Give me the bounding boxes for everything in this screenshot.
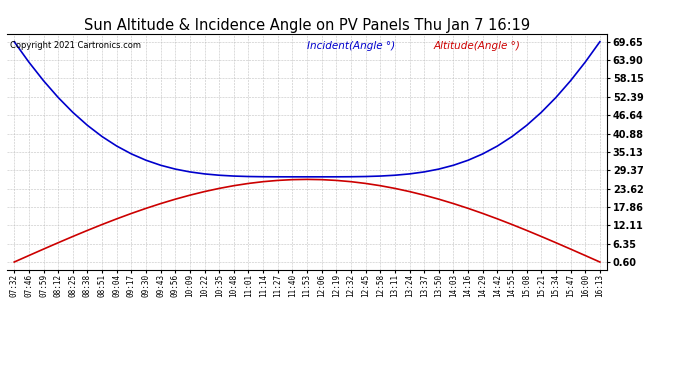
Text: Altitude(Angle °): Altitude(Angle °) [433,41,520,51]
Title: Sun Altitude & Incidence Angle on PV Panels Thu Jan 7 16:19: Sun Altitude & Incidence Angle on PV Pan… [84,18,530,33]
Text: Incident(Angle °): Incident(Angle °) [307,41,395,51]
Text: Copyright 2021 Cartronics.com: Copyright 2021 Cartronics.com [10,41,141,50]
